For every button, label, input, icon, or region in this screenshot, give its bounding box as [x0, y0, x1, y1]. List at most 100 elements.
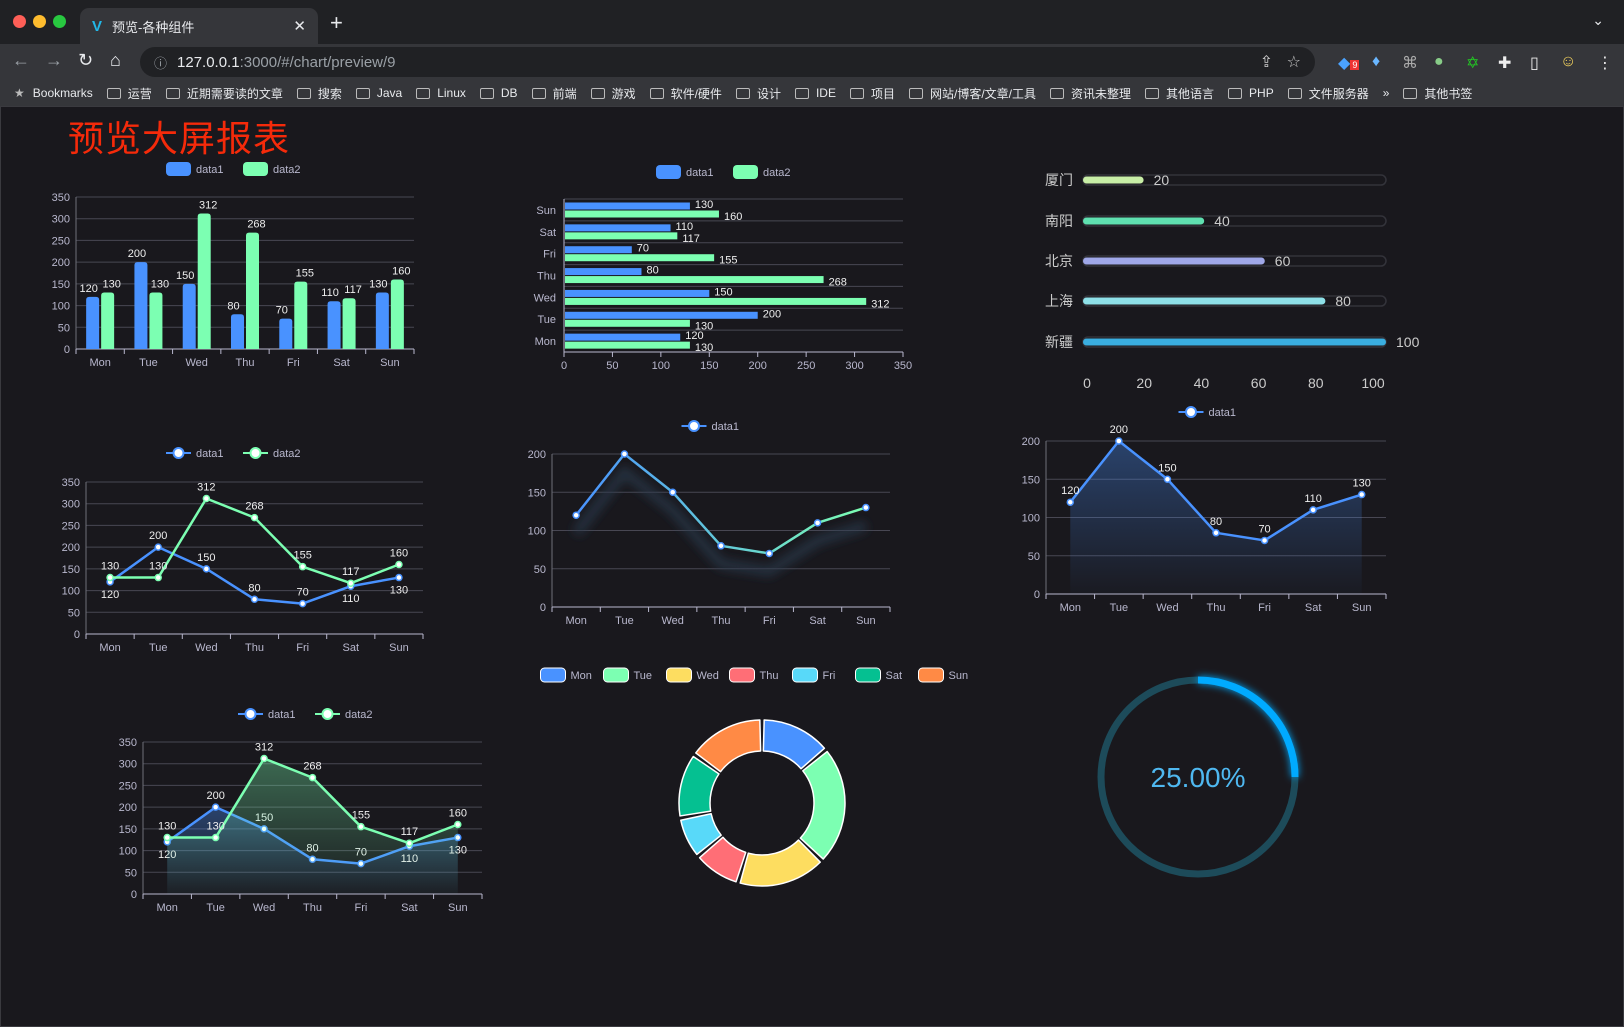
legend-item-data1[interactable]: data1 — [656, 165, 714, 179]
bookmark-folder[interactable]: 网站/博客/文章/工具 — [908, 85, 1036, 102]
legend-item-fri[interactable]: Fri — [792, 667, 836, 683]
home-icon[interactable]: ⌂ — [110, 50, 121, 70]
menu-kebab-icon[interactable]: ⋮ — [1597, 55, 1613, 72]
folder-icon — [531, 87, 546, 99]
data-point — [765, 549, 774, 558]
data-label: 117 — [401, 826, 419, 838]
data-point — [1309, 506, 1317, 514]
legend-item-data1[interactable]: data1 — [238, 708, 296, 721]
data-label: 160 — [390, 548, 408, 560]
legend-item-data1[interactable]: data1 — [681, 420, 740, 433]
share-icon[interactable]: ⇪ — [1259, 54, 1273, 71]
puzzle-extensions-icon[interactable]: ✚ — [1498, 55, 1512, 72]
bookmark-folder[interactable]: PHP — [1228, 86, 1274, 100]
data-label: 150 — [1158, 462, 1176, 474]
pie-slice-mon[interactable] — [762, 719, 826, 770]
bookmark-folder[interactable]: 软件/硬件 — [649, 85, 722, 102]
bookmark-label: Java — [376, 86, 403, 100]
back-icon[interactable]: ← — [12, 50, 30, 70]
pie-slice-sat[interactable] — [678, 755, 720, 817]
diamond-extension-icon[interactable]: ♦ — [1372, 53, 1381, 70]
y-tick-label: 350 — [62, 477, 80, 489]
bookmark-folder[interactable]: 资讯未整理 — [1050, 85, 1131, 102]
url-path: :3000/#/chart/preview/9 — [239, 53, 396, 71]
bookmarks-button[interactable]: ★ Bookmarks — [14, 86, 93, 100]
legend-item-data2[interactable]: data2 — [315, 708, 373, 721]
data-point — [357, 822, 365, 831]
tab-title: 预览-各种组件 — [112, 19, 195, 35]
bookmark-folder[interactable]: IDE — [794, 86, 836, 100]
bookmark-folder[interactable]: Linux — [416, 86, 466, 100]
bar-data1 — [565, 333, 681, 341]
legend-label: Sat — [886, 670, 903, 682]
site-info-icon[interactable]: ⓘ — [154, 55, 168, 71]
x-tick-label: Sat — [1305, 602, 1322, 614]
data-label: 268 — [245, 501, 263, 513]
reload-icon[interactable]: ↻ — [78, 50, 94, 70]
pie-slice-thu[interactable] — [698, 836, 747, 883]
legend-marker-icon — [249, 447, 262, 459]
bar-data1 — [375, 292, 389, 349]
bookmark-folder[interactable]: 文件服务器 — [1287, 85, 1369, 102]
legend-item-data1[interactable]: data1 — [166, 162, 224, 176]
star-extension-icon[interactable]: ✡ — [1466, 55, 1480, 72]
bar-data-label: 120 — [79, 283, 97, 295]
pie-slice-tue[interactable] — [799, 750, 846, 860]
legend-item-data1[interactable]: data1 — [1178, 406, 1237, 419]
tab-search-chevron-icon[interactable]: ⌄ — [1592, 12, 1604, 28]
minimize-window-button[interactable] — [33, 15, 46, 28]
bookmark-label: DB — [500, 86, 518, 100]
y-tick-label: Tue — [537, 314, 556, 326]
legend-item-thu[interactable]: Thu — [729, 667, 779, 683]
legend-item-sat[interactable]: Sat — [855, 667, 903, 683]
circle-extension-icon[interactable]: ● — [1434, 53, 1444, 70]
address-bar[interactable]: ⓘ 127.0.0.1:3000/#/chart/preview/9 ⇪ ☆ — [140, 47, 1315, 77]
bar-data-label: 120 — [685, 330, 703, 342]
extension-icon[interactable]: ◆ 9 — [1338, 55, 1360, 72]
pie-slice-fri[interactable] — [680, 813, 722, 856]
bookmarks-overflow-button[interactable]: » — [1382, 86, 1390, 100]
y-tick-label: 200 — [62, 542, 80, 554]
legend-item-wed[interactable]: Wed — [666, 667, 719, 683]
legend-item-tue[interactable]: Tue — [603, 667, 653, 683]
legend-item-data2[interactable]: data2 — [733, 165, 791, 179]
legend-item-sun[interactable]: Sun — [918, 667, 969, 683]
browser-tab[interactable]: V 预览-各种组件 ✕ — [80, 8, 318, 44]
bookmark-folder[interactable]: DB — [479, 86, 518, 100]
close-window-button[interactable] — [13, 15, 26, 28]
bookmark-folder[interactable]: 项目 — [849, 85, 895, 102]
legend-item-mon[interactable]: Mon — [540, 667, 592, 683]
new-tab-button[interactable]: + — [330, 10, 343, 35]
x-tick-label: Thu — [236, 357, 255, 369]
y-tick-label: 200 — [52, 257, 70, 269]
maximize-window-button[interactable] — [53, 15, 66, 28]
data-label: 130 — [158, 821, 176, 833]
bookmark-folder[interactable]: 游戏 — [590, 85, 636, 102]
bookmark-folder[interactable]: 设计 — [735, 85, 781, 102]
other-bookmarks-folder[interactable]: 其他书签 — [1403, 85, 1472, 102]
bookmark-folder[interactable]: 其他语言 — [1145, 85, 1214, 102]
profile-avatar[interactable]: ☺ — [1560, 53, 1577, 70]
legend-item-data2[interactable]: data2 — [243, 447, 301, 460]
bookmark-star-icon[interactable]: ☆ — [1286, 54, 1301, 71]
side-panel-icon[interactable]: ▯ — [1530, 55, 1539, 72]
forward-icon[interactable]: → — [45, 50, 63, 70]
legend-item-data2[interactable]: data2 — [243, 162, 301, 176]
legend-item-data1[interactable]: data1 — [166, 447, 224, 460]
pie-slice-sun[interactable] — [695, 719, 762, 773]
bar-data-label: 268 — [829, 277, 847, 289]
bookmark-folder[interactable]: 运营 — [106, 85, 152, 102]
bookmark-folder[interactable]: Java — [355, 86, 403, 100]
bookmark-folder[interactable]: 前端 — [531, 85, 577, 102]
command-extension-icon[interactable]: ⌘ — [1402, 55, 1418, 72]
bookmark-folder[interactable]: 近期需要读的文章 — [165, 85, 283, 102]
folder-icon — [590, 87, 605, 99]
close-tab-icon[interactable]: ✕ — [293, 18, 306, 35]
x-tick-label: 40 — [1194, 375, 1210, 391]
folder-icon — [649, 87, 664, 99]
legend-label: data1 — [268, 709, 296, 721]
pie-slice-wed[interactable] — [739, 839, 821, 887]
data-point — [1066, 498, 1075, 506]
bookmark-folder[interactable]: 搜索 — [296, 85, 342, 102]
bar-data1 — [565, 246, 632, 254]
